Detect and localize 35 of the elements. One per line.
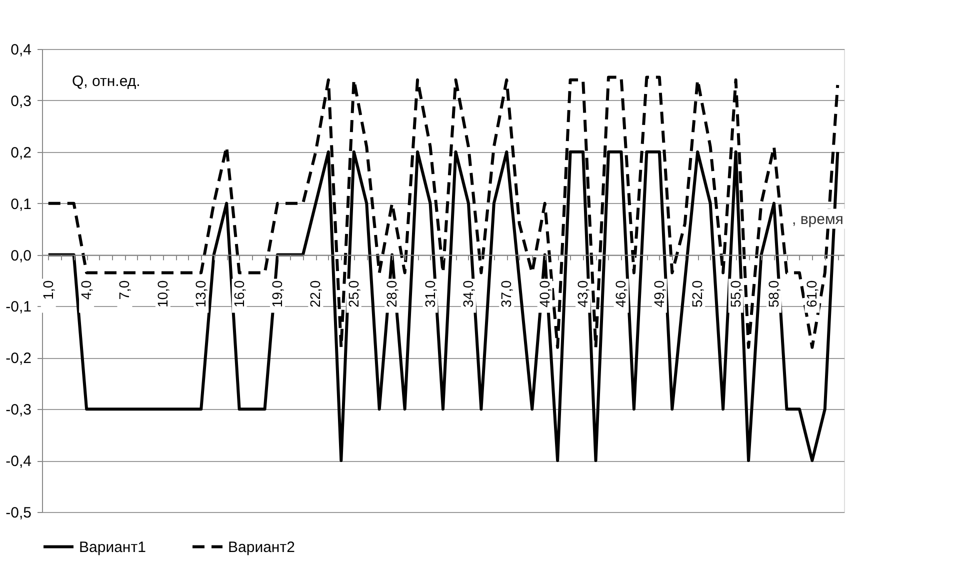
x-tick-label: 1,0 [40, 280, 56, 300]
x-tick-label: 25,0 [345, 280, 362, 308]
y-tick-label: 0,1 [10, 196, 32, 213]
x-tick-label: 7,0 [116, 280, 132, 300]
legend-label: Вариант2 [228, 538, 295, 556]
x-axis-title: , время [792, 210, 844, 228]
x-tick-label: 58,0 [765, 280, 782, 308]
x-tick-label: 37,0 [498, 280, 514, 308]
x-tick-label: 49,0 [650, 280, 667, 308]
x-tick-label: 55,0 [727, 280, 744, 308]
y-tick-label: 0,0 [10, 247, 32, 264]
y-tick-label: -0,3 [6, 402, 32, 419]
x-tick-label: 40,0 [536, 280, 552, 308]
legend-label: Вариант1 [79, 538, 146, 556]
x-tick-label: 61,0 [804, 280, 820, 308]
x-tick-label: 28,0 [384, 280, 400, 308]
y-tick-label: -0,5 [6, 504, 32, 522]
x-tick-label: 31,0 [422, 280, 438, 308]
y-tick-label: 0,2 [10, 144, 32, 162]
y-tick-label: -0,2 [6, 350, 32, 368]
x-tick-label: 43,0 [574, 280, 591, 308]
y-tick-label: 0,3 [10, 92, 32, 110]
x-tick-label: 13,0 [192, 280, 209, 308]
x-tick-label: 34,0 [460, 280, 476, 308]
y-tick-label: -0,1 [6, 298, 32, 316]
y-axis-title: Q, отн.ед. [72, 73, 140, 90]
y-tick-label: -0,4 [6, 453, 32, 470]
y-tick-label: 0,4 [10, 42, 32, 58]
x-tick-label: 10,0 [154, 280, 170, 308]
x-tick-label: 16,0 [230, 280, 247, 308]
x-tick-label: 22,0 [307, 280, 324, 308]
x-tick-label: 52,0 [689, 280, 706, 308]
x-tick-label: 46,0 [612, 280, 629, 308]
x-tick-label: 19,0 [269, 280, 286, 308]
x-tick-label: 4,0 [78, 280, 94, 300]
